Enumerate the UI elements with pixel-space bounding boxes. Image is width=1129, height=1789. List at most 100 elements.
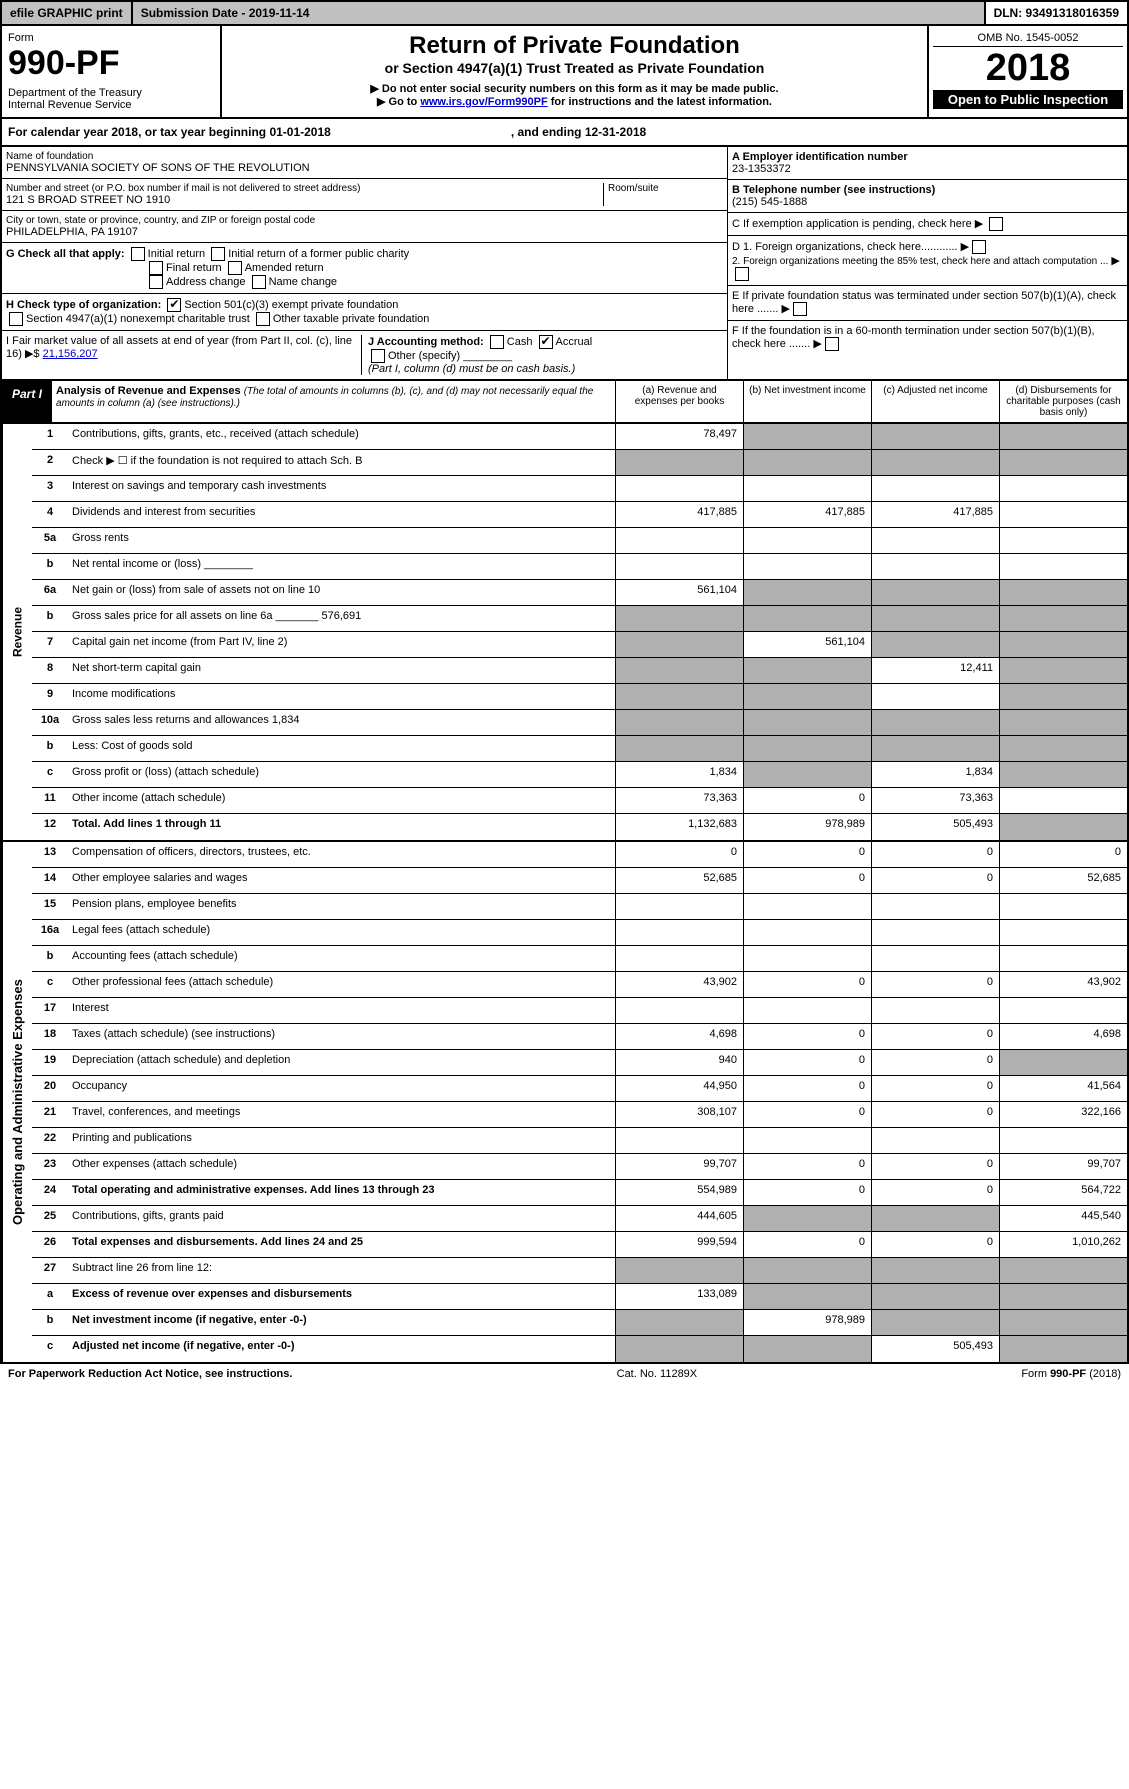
part1-title: Analysis of Revenue and Expenses [56,385,241,397]
calendar-year: For calendar year 2018, or tax year begi… [0,119,1129,147]
fmv: 21,156,207 [43,348,98,360]
ftr-form: Form 990-PF (2018) [1021,1368,1121,1380]
h-label: H Check type of organization: [6,299,161,311]
omb: OMB No. 1545-0052 [933,30,1123,47]
name-label: Name of foundation [6,151,723,162]
revenue-table: Revenue 1Contributions, gifts, grants, e… [0,424,1129,842]
line-c: cGross profit or (loss) (attach schedule… [32,762,1127,788]
top-bar: efile GRAPHIC print Submission Date - 20… [0,0,1129,26]
open-public: Open to Public Inspection [933,90,1123,109]
ck-name-change[interactable] [252,275,266,289]
form-label: Form [8,32,214,44]
ck-4947[interactable] [9,312,23,326]
line-b: bNet investment income (if negative, ent… [32,1310,1127,1336]
submission-date: Submission Date - 2019-11-14 [133,2,986,24]
ck-c[interactable] [989,217,1003,231]
line-22: 22Printing and publications [32,1128,1127,1154]
line-20: 20Occupancy44,9500041,564 [32,1076,1127,1102]
ck-e[interactable] [793,302,807,316]
room-label: Room/suite [608,183,723,194]
col-c: (c) Adjusted net income [871,381,999,422]
line-8: 8Net short-term capital gain12,411 [32,658,1127,684]
line-b: bNet rental income or (loss) ________ [32,554,1127,580]
line-18: 18Taxes (attach schedule) (see instructi… [32,1024,1127,1050]
part1-header: Part I Analysis of Revenue and Expenses … [0,381,1129,424]
irs-link[interactable]: www.irs.gov/Form990PF [420,96,547,108]
warn2: ▶ Go to www.irs.gov/Form990PF for instru… [228,95,921,108]
line-7: 7Capital gain net income (from Part IV, … [32,632,1127,658]
line-15: 15Pension plans, employee benefits [32,894,1127,920]
line-10a: 10aGross sales less returns and allowanc… [32,710,1127,736]
line-23: 23Other expenses (attach schedule)99,707… [32,1154,1127,1180]
expenses-side: Operating and Administrative Expenses [2,842,32,1362]
ck-other[interactable] [371,349,385,363]
dln: DLN: 93491318016359 [986,2,1127,24]
phone: (215) 545-1888 [732,196,807,208]
ck-addr-change[interactable] [149,275,163,289]
line-a: aExcess of revenue over expenses and dis… [32,1284,1127,1310]
city: PHILADELPHIA, PA 19107 [6,226,723,238]
col-a: (a) Revenue and expenses per books [615,381,743,422]
info-block: Name of foundation PENNSYLVANIA SOCIETY … [0,147,1129,381]
c-text: C If exemption application is pending, c… [732,218,972,230]
line-b: bGross sales price for all assets on lin… [32,606,1127,632]
ck-other-tax[interactable] [256,312,270,326]
line-c: cAdjusted net income (if negative, enter… [32,1336,1127,1362]
d2-text: 2. Foreign organizations meeting the 85%… [732,256,1108,267]
line-26: 26Total expenses and disbursements. Add … [32,1232,1127,1258]
dept: Department of the Treasury [8,87,214,99]
line-14: 14Other employee salaries and wages52,68… [32,868,1127,894]
ein: 23-1353372 [732,163,791,175]
line-3: 3Interest on savings and temporary cash … [32,476,1127,502]
address: 121 S BROAD STREET NO 1910 [6,194,603,206]
warn1: ▶ Do not enter social security numbers o… [228,82,921,95]
line-b: bAccounting fees (attach schedule) [32,946,1127,972]
part1-label: Part I [2,381,52,422]
ftr-catno: Cat. No. 11289X [617,1368,698,1380]
a-label: A Employer identification number [732,151,908,163]
line-17: 17Interest [32,998,1127,1024]
tax-year: 2018 [933,47,1123,90]
addr-label: Number and street (or P.O. box number if… [6,183,603,194]
header: Form 990-PF Department of the Treasury I… [0,26,1129,119]
line-24: 24Total operating and administrative exp… [32,1180,1127,1206]
b-label: B Telephone number (see instructions) [732,184,935,196]
expenses-table: Operating and Administrative Expenses 13… [0,842,1129,1364]
line-c: cOther professional fees (attach schedul… [32,972,1127,998]
line-5a: 5aGross rents [32,528,1127,554]
ck-accrual[interactable] [539,335,553,349]
line-25: 25Contributions, gifts, grants paid444,6… [32,1206,1127,1232]
g-label: G Check all that apply: [6,248,125,260]
ck-final[interactable] [149,261,163,275]
line-16a: 16aLegal fees (attach schedule) [32,920,1127,946]
line-21: 21Travel, conferences, and meetings308,1… [32,1102,1127,1128]
title: Return of Private Foundation [228,32,921,60]
foundation-name: PENNSYLVANIA SOCIETY OF SONS OF THE REVO… [6,162,723,174]
ck-initial-former[interactable] [211,247,225,261]
ck-amended[interactable] [228,261,242,275]
ck-d1[interactable] [972,240,986,254]
revenue-side: Revenue [2,424,32,840]
line-6a: 6aNet gain or (loss) from sale of assets… [32,580,1127,606]
ck-cash[interactable] [490,335,504,349]
col-b: (b) Net investment income [743,381,871,422]
ck-initial[interactable] [131,247,145,261]
form-number: 990-PF [8,44,214,83]
ck-d2[interactable] [735,267,749,281]
irs: Internal Revenue Service [8,99,214,111]
j-label: J Accounting method: [368,336,484,348]
line-27: 27Subtract line 26 from line 12: [32,1258,1127,1284]
f-text: F If the foundation is in a 60-month ter… [732,325,1095,350]
city-label: City or town, state or province, country… [6,215,723,226]
ftr-paperwork: For Paperwork Reduction Act Notice, see … [8,1368,292,1380]
ck-501c3[interactable] [167,298,181,312]
line-11: 11Other income (attach schedule)73,36307… [32,788,1127,814]
line-13: 13Compensation of officers, directors, t… [32,842,1127,868]
ck-f[interactable] [825,337,839,351]
footer: For Paperwork Reduction Act Notice, see … [0,1364,1129,1384]
line-19: 19Depreciation (attach schedule) and dep… [32,1050,1127,1076]
col-d: (d) Disbursements for charitable purpose… [999,381,1127,422]
d1-text: D 1. Foreign organizations, check here..… [732,241,958,253]
line-9: 9Income modifications [32,684,1127,710]
e-text: E If private foundation status was termi… [732,290,1116,315]
